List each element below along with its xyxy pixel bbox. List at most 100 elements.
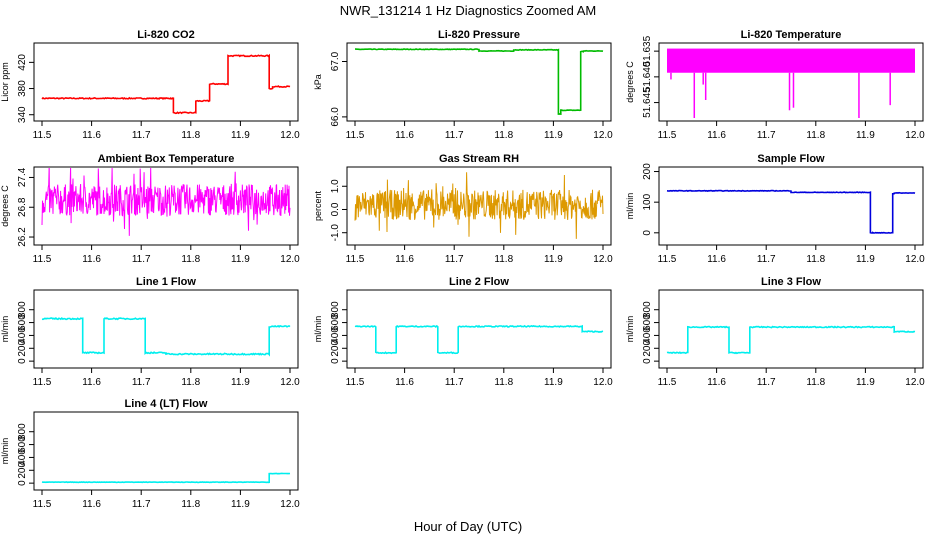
- x-tick-label: 12.0: [593, 130, 613, 141]
- x-tick-label: 11.8: [494, 130, 513, 141]
- panel-title: Line 2 Flow: [449, 276, 509, 288]
- y-tick-label: 67.0: [330, 51, 341, 71]
- y-tick-label: 66.0: [330, 107, 341, 127]
- y-tick-label: 400: [17, 327, 28, 344]
- x-tick-label: 11.6: [395, 130, 414, 141]
- chart-panel: Gas Stream RH percent 11.5 11.6 11.7 11.8 11.9…: [313, 153, 613, 265]
- y-tick-label: 340: [17, 106, 28, 123]
- x-tick-label: 11.6: [82, 254, 101, 265]
- y-tick-label: 380: [17, 80, 28, 97]
- x-tick-label: 11.7: [757, 254, 776, 265]
- x-tick-label: 11.9: [231, 130, 250, 141]
- chart-panel: Line 2 Flow ml/min 11.5 11.6 11.7 11.8 11.9 12.…: [313, 276, 613, 388]
- series-area: [666, 189, 916, 234]
- x-tick-label: 11.9: [856, 254, 875, 265]
- chart-panel: Line 4 (LT) Flow ml/min 11.5 11.6 11.7 11.8 11…: [0, 398, 300, 510]
- y-axis-label: ml/min: [0, 438, 10, 465]
- x-tick-label: 11.9: [231, 254, 250, 265]
- series-line: [354, 324, 604, 355]
- x-tick-label: 11.8: [806, 254, 825, 265]
- x-tick-label: 11.7: [132, 130, 151, 141]
- y-tick-label: 51.640: [642, 61, 653, 92]
- y-axis-label: degrees C: [625, 61, 635, 103]
- x-tick-label: 11.6: [82, 130, 101, 141]
- x-tick-label: 11.5: [33, 254, 52, 265]
- x-tick-label: 11.6: [395, 254, 414, 265]
- x-tick-label: 11.5: [33, 499, 52, 510]
- plot-frame: [658, 166, 924, 246]
- panel-title: Li-820 CO2: [137, 29, 194, 41]
- series-area: [41, 316, 291, 357]
- x-tick-label: 11.6: [707, 254, 726, 265]
- x-tick-label: 12.0: [280, 254, 300, 265]
- series-line: [666, 325, 916, 355]
- y-tick-label: 0: [642, 230, 653, 236]
- y-axis-label: ml/min: [0, 316, 10, 343]
- x-tick-label: 11.9: [231, 377, 250, 388]
- panel-title: Line 1 Flow: [136, 276, 196, 288]
- y-axis-label: percent: [313, 190, 323, 221]
- x-tick-label: 11.8: [181, 254, 200, 265]
- x-tick-label: 11.7: [445, 130, 464, 141]
- y-tick-label: 800: [330, 301, 341, 318]
- x-tick-label: 11.8: [494, 377, 513, 388]
- y-axis-label: degrees C: [0, 185, 10, 227]
- series-line: [666, 189, 916, 234]
- x-tick-label: 11.6: [82, 377, 101, 388]
- x-tick-label: 11.8: [806, 377, 825, 388]
- chart-panel: Sample Flow ml/min 11.5 11.6 11.7 11.8 11.9 12.…: [625, 153, 925, 265]
- plot-frame: [346, 42, 612, 122]
- chart-panel: Line 3 Flow ml/min 11.5 11.6 11.7 11.8 11.9 12.…: [625, 276, 925, 388]
- chart-panel: Line 1 Flow ml/min 11.5 11.6 11.7 11.8 11.9 12.…: [0, 276, 300, 388]
- y-tick-label: 0: [330, 358, 341, 364]
- series-area: [667, 48, 915, 118]
- plot-frame: [346, 289, 612, 369]
- x-tick-label: 11.5: [346, 254, 365, 265]
- y-tick-label: 0: [17, 358, 28, 364]
- panel-title: Gas Stream RH: [439, 153, 519, 165]
- plot-frame: [346, 166, 612, 246]
- y-tick-label: 800: [642, 301, 653, 318]
- x-tick-label: 11.9: [544, 254, 563, 265]
- y-tick-label: 51.635: [642, 35, 653, 66]
- panel-title: Sample Flow: [757, 153, 825, 165]
- panel-title: Line 4 (LT) Flow: [125, 398, 208, 410]
- y-tick-label: 400: [17, 449, 28, 466]
- series-line: [41, 316, 291, 357]
- y-tick-label: 800: [17, 423, 28, 440]
- y-axis-label: kPa: [313, 74, 323, 90]
- x-tick-label: 11.5: [346, 130, 365, 141]
- chart-panel: Li-820 Temperature degrees C 11.5 11.6 11.7 1…: [625, 29, 925, 141]
- y-tick-label: 1.0: [330, 179, 341, 193]
- figure-xlabel: Hour of Day (UTC): [414, 519, 522, 534]
- x-tick-label: 11.9: [231, 499, 250, 510]
- x-tick-label: 11.6: [82, 499, 101, 510]
- x-tick-label: 11.5: [658, 130, 677, 141]
- y-tick-label: 200: [17, 340, 28, 357]
- y-tick-label: 600: [17, 314, 28, 331]
- x-tick-label: 11.7: [132, 254, 151, 265]
- x-tick-label: 11.7: [757, 130, 776, 141]
- plot-frame: [33, 166, 299, 246]
- x-tick-label: 11.8: [806, 130, 825, 141]
- x-tick-label: 11.8: [181, 499, 200, 510]
- x-tick-label: 11.7: [132, 499, 151, 510]
- chart-panel: Li-820 Pressure kPa 11.5 11.6 11.7 11.8 11.9 12…: [313, 29, 613, 141]
- series-area: [41, 53, 291, 115]
- y-tick-label: 0: [17, 480, 28, 486]
- series-line: [41, 472, 291, 484]
- y-tick-label: 600: [642, 314, 653, 331]
- plot-frame: [33, 289, 299, 369]
- y-tick-label: 26.8: [17, 197, 28, 217]
- series-line: [354, 172, 604, 239]
- figure-title: NWR_131214 1 Hz Diagnostics Zoomed AM: [340, 3, 597, 18]
- y-tick-label: 400: [330, 327, 341, 344]
- series-line: [41, 53, 291, 115]
- y-tick-label: 27.4: [17, 167, 28, 187]
- y-tick-label: 0.0: [330, 202, 341, 216]
- x-tick-label: 11.8: [181, 377, 200, 388]
- y-axis-label: ml/min: [313, 316, 323, 343]
- panel-title: Li-820 Temperature: [741, 29, 842, 41]
- x-tick-label: 11.8: [494, 254, 513, 265]
